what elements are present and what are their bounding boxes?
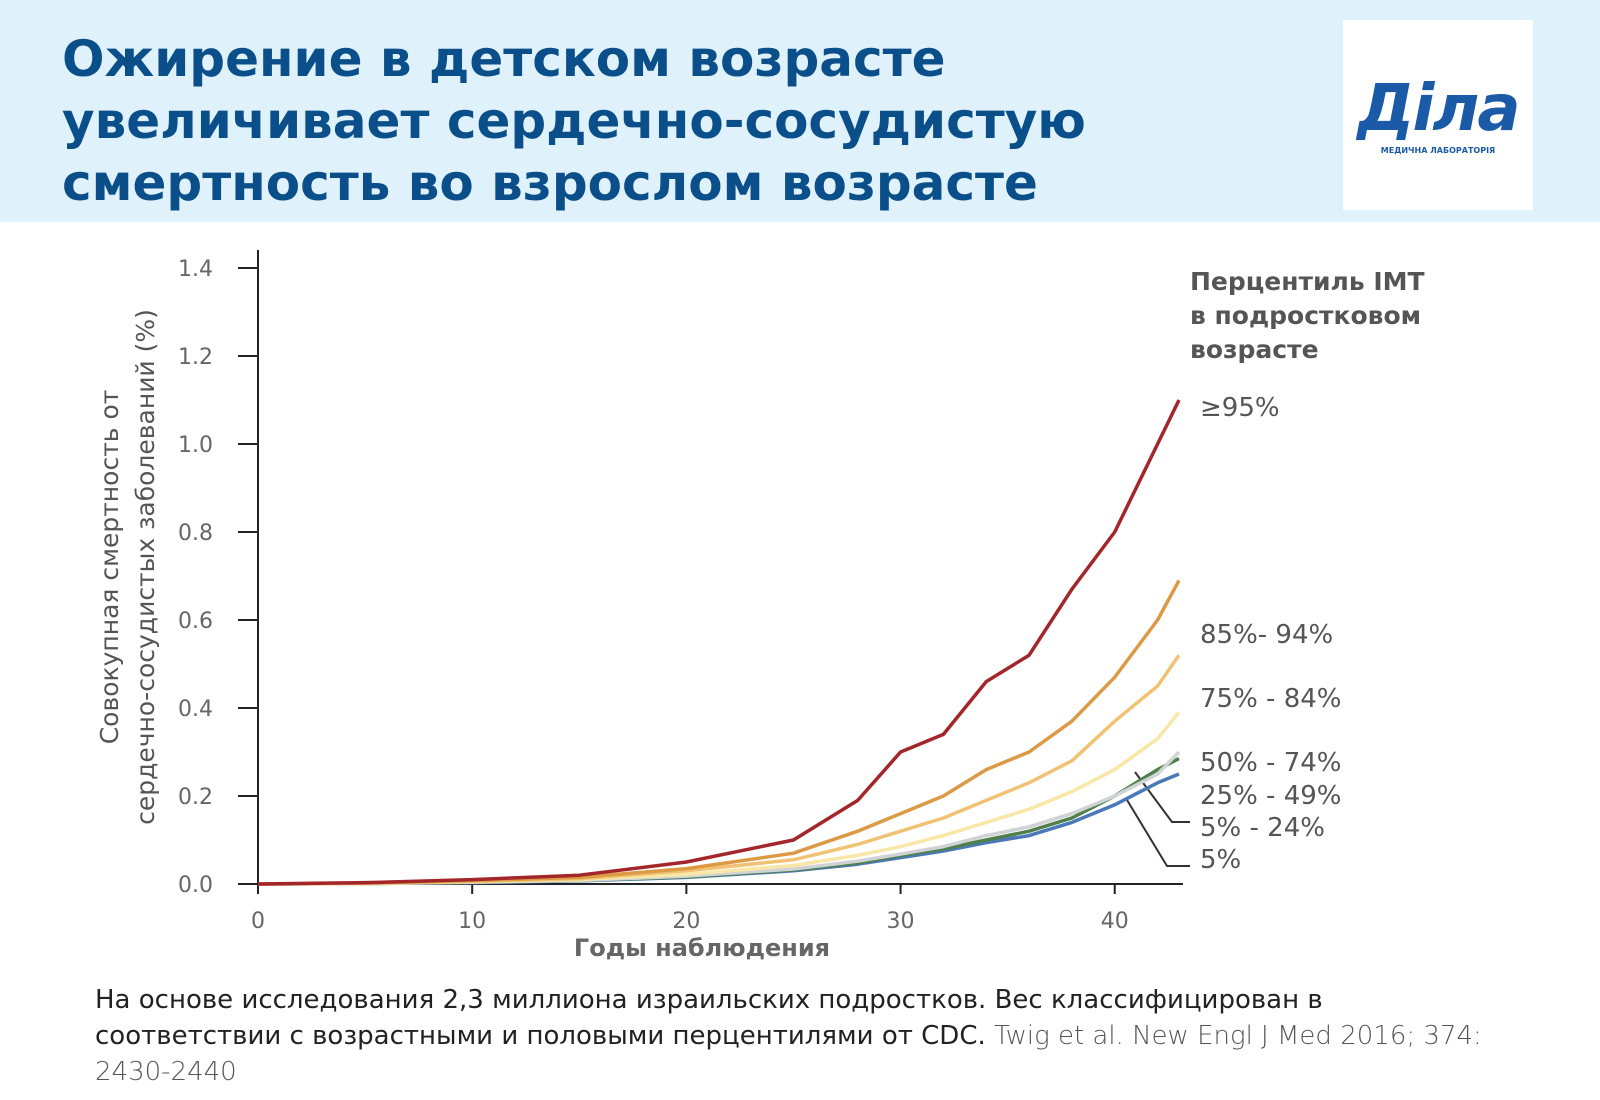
chart: 0.0 0.2 0.4 0.6 0.8 1.0 1.2 1.4 0 10 20 30 40 Годы на… xyxy=(95,250,1425,962)
legend-label: 50% - 74% xyxy=(1200,748,1342,778)
x-tick-label: 10 xyxy=(458,909,486,934)
connector xyxy=(1126,799,1190,867)
series-line xyxy=(257,579,1181,886)
y-axis-label: Совокупная смертность от xyxy=(95,390,124,745)
y-tick-label: 0.0 xyxy=(178,873,213,898)
legend-label: 75% - 84% xyxy=(1200,684,1342,714)
citation: Twig et al. New Engl J Med 2016; 374: 24… xyxy=(95,1021,1482,1087)
footer-text: На основе исследования 2,3 миллиона изра… xyxy=(95,985,1323,1051)
y-axis-label: сердечно-сосудистых заболеваний (%) xyxy=(131,309,160,825)
legend-label: ≥95% xyxy=(1200,393,1280,423)
logo: Діла МЕДИЧНА ЛАБОРАТОРІЯ xyxy=(1343,20,1533,210)
header-band xyxy=(0,0,1600,222)
x-tick-label: 20 xyxy=(672,909,700,934)
logo-name: Діла xyxy=(1357,72,1521,146)
x-tick-label: 30 xyxy=(887,909,915,934)
legend-title: Перцентиль ІМТ xyxy=(1190,267,1425,296)
x-tick-label: 0 xyxy=(251,909,265,934)
x-tick-label: 40 xyxy=(1101,909,1129,934)
footer: На основе исследования 2,3 миллиона изра… xyxy=(95,982,1515,1090)
title: Ожирение в детском возрасте увеличивает … xyxy=(62,30,1086,212)
y-tick-label: 1.2 xyxy=(178,345,213,370)
series-line xyxy=(257,711,1181,886)
x-axis-label: Годы наблюдения xyxy=(574,934,830,962)
legend-label: 5% - 24% xyxy=(1200,813,1325,843)
legend-title: в подростковом xyxy=(1190,301,1421,330)
y-tick-label: 0.2 xyxy=(178,785,213,810)
legend-title: возрасте xyxy=(1190,335,1319,364)
legend-label: 5% xyxy=(1200,845,1241,875)
y-tick-label: 0.6 xyxy=(178,609,213,634)
y-tick-label: 1.4 xyxy=(178,257,213,282)
y-tick-label: 0.8 xyxy=(178,521,213,546)
y-tick-label: 1.0 xyxy=(178,433,213,458)
legend-label: 25% - 49% xyxy=(1200,781,1342,811)
logo-subtitle: МЕДИЧНА ЛАБОРАТОРІЯ xyxy=(1380,146,1496,155)
y-tick-label: 0.4 xyxy=(178,697,213,722)
series-line xyxy=(257,399,1181,886)
series-line xyxy=(257,654,1181,886)
legend-label: 85%- 94% xyxy=(1200,620,1333,650)
